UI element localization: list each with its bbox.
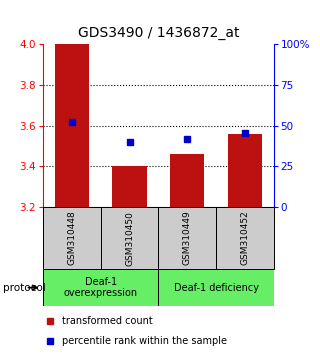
Bar [112,166,147,207]
Text: GSM310449: GSM310449 [183,211,192,266]
Title: GDS3490 / 1436872_at: GDS3490 / 1436872_at [78,27,239,40]
Bar [55,44,89,207]
Bar [228,134,262,207]
Text: transformed count: transformed count [62,316,152,326]
Bar [216,207,274,269]
Text: percentile rank within the sample: percentile rank within the sample [62,336,227,346]
Bar [158,269,274,306]
Text: Deaf-1 deficiency: Deaf-1 deficiency [173,282,259,293]
Text: GSM310452: GSM310452 [240,211,249,266]
Text: Deaf-1
overexpression: Deaf-1 overexpression [64,277,138,298]
Bar [158,207,216,269]
Bar [43,207,101,269]
Text: GSM310448: GSM310448 [68,211,76,266]
Bar [101,207,158,269]
Text: protocol: protocol [3,282,46,293]
Bar [43,269,158,306]
Bar [170,154,204,207]
Text: GSM310450: GSM310450 [125,211,134,266]
